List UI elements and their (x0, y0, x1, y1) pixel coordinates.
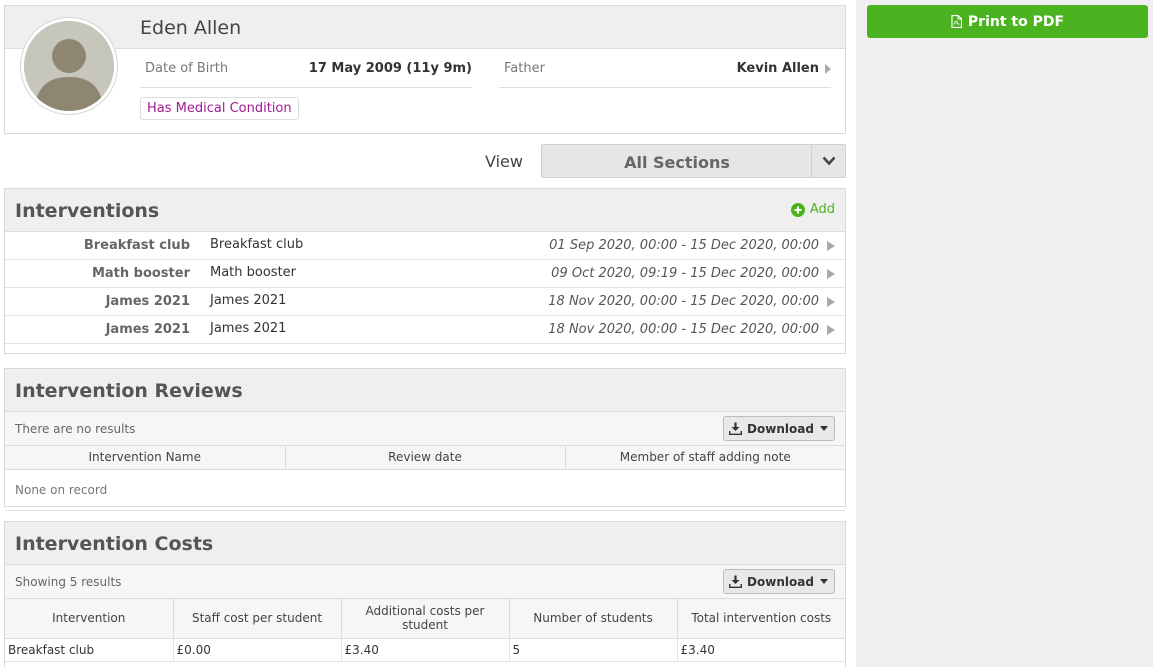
dob-label: Date of Birth (145, 61, 229, 76)
intervention-description: James 2021 (210, 293, 287, 308)
father-link[interactable]: Kevin Allen (737, 61, 831, 76)
empty-state: None on record (5, 469, 845, 511)
column-header[interactable]: Member of staff adding note (565, 446, 845, 470)
chevron-right-icon[interactable] (827, 269, 835, 279)
reviews-download-button[interactable]: Download (723, 416, 835, 441)
column-header[interactable]: Additional costs per student (341, 599, 510, 639)
table-cell: £0.00 (173, 638, 342, 662)
avatar[interactable] (20, 17, 118, 115)
student-name: Eden Allen (140, 17, 242, 39)
intervention-name: James 2021 (105, 322, 190, 337)
view-selected-value: All Sections (624, 153, 730, 172)
list-item[interactable]: James 2021 James 2021 18 Nov 2020, 00:00… (5, 288, 845, 316)
column-header[interactable]: Total intervention costs (677, 599, 845, 639)
chevron-right-icon[interactable] (827, 241, 835, 251)
dob-value: 17 May 2009 (11y 9m) (308, 61, 472, 76)
column-header[interactable]: Staff cost per student (173, 599, 342, 639)
chevron-down-icon[interactable] (811, 145, 845, 177)
intervention-reviews-panel: Intervention Reviews There are no result… (4, 368, 846, 511)
view-selector-row: View All Sections (4, 144, 846, 178)
dob-row: Date of Birth 17 May 2009 (11y 9m) (140, 50, 472, 88)
interventions-title: Interventions (15, 200, 160, 222)
view-section-select[interactable]: All Sections (541, 144, 846, 178)
reviews-table: Intervention Name Review date Member of … (5, 446, 845, 511)
costs-header: Intervention Costs (5, 522, 845, 565)
costs-table: Intervention Staff cost per student Addi… (5, 599, 845, 662)
intervention-name: James 2021 (105, 294, 190, 309)
chevron-right-icon (825, 63, 831, 74)
costs-download-label: Download (747, 574, 814, 589)
intervention-period: 18 Nov 2020, 00:00 - 15 Dec 2020, 00:00 (548, 322, 819, 337)
father-row[interactable]: Father Kevin Allen (499, 50, 831, 88)
caret-down-icon (819, 579, 828, 584)
intervention-name: Breakfast club (83, 238, 190, 253)
reviews-download-label: Download (747, 421, 814, 436)
column-header[interactable]: Review date (285, 446, 566, 470)
student-header-card: Eden Allen Date of Birth 17 May 2009 (11… (4, 5, 846, 134)
print-to-pdf-button[interactable]: Print to PDF (867, 5, 1148, 38)
reviews-header: Intervention Reviews (5, 369, 845, 412)
column-header[interactable]: Number of students (509, 599, 678, 639)
intervention-description: Math booster (210, 265, 297, 280)
intervention-name: Math booster (91, 266, 190, 281)
column-header[interactable]: Intervention (5, 599, 174, 639)
main-content: Eden Allen Date of Birth 17 May 2009 (11… (4, 5, 846, 667)
table-row: Breakfast club £0.00 £3.40 5 £3.40 (5, 638, 845, 662)
column-header[interactable]: Intervention Name (5, 446, 286, 470)
medical-condition-badge[interactable]: Has Medical Condition (140, 97, 299, 120)
table-cell: 5 (509, 638, 678, 662)
list-item[interactable]: James 2021 James 2021 18 Nov 2020, 00:00… (5, 316, 845, 344)
list-item[interactable]: Breakfast club Breakfast club 01 Sep 202… (5, 232, 845, 260)
download-icon (729, 575, 743, 588)
intervention-period: 18 Nov 2020, 00:00 - 15 Dec 2020, 00:00 (548, 294, 819, 309)
add-intervention-button[interactable]: Add (790, 202, 835, 217)
list-item[interactable]: Math booster Math booster 09 Oct 2020, 0… (5, 260, 845, 288)
intervention-description: Breakfast club (210, 237, 304, 252)
costs-title: Intervention Costs (15, 533, 214, 555)
costs-toolbar: Showing 5 results Download (5, 565, 845, 599)
print-to-pdf-label: Print to PDF (967, 13, 1065, 30)
interventions-panel: Interventions Add Breakfast club Breakfa… (4, 188, 846, 354)
chevron-right-icon[interactable] (827, 297, 835, 307)
chevron-right-icon[interactable] (827, 325, 835, 335)
intervention-description: James 2021 (210, 321, 287, 336)
student-name-bar (5, 6, 845, 49)
costs-status: Showing 5 results (15, 575, 122, 589)
caret-down-icon (819, 426, 828, 431)
interventions-list: Breakfast club Breakfast club 01 Sep 202… (5, 232, 845, 344)
avatar-placeholder-icon (24, 21, 114, 111)
table-cell: £3.40 (677, 638, 845, 662)
father-value[interactable]: Kevin Allen (736, 61, 819, 76)
costs-download-button[interactable]: Download (723, 569, 835, 594)
right-sidebar: Print to PDF (856, 0, 1153, 667)
intervention-period: 09 Oct 2020, 09:19 - 15 Dec 2020, 00:00 (551, 266, 819, 281)
intervention-costs-panel: Intervention Costs Showing 5 results Dow… (4, 521, 846, 667)
reviews-status: There are no results (15, 422, 136, 436)
view-label: View (485, 152, 523, 171)
pdf-file-icon (951, 15, 962, 28)
download-icon (729, 422, 743, 435)
add-label: Add (809, 202, 835, 217)
reviews-title: Intervention Reviews (15, 380, 243, 402)
table-cell: Breakfast club (5, 638, 174, 662)
reviews-toolbar: There are no results Download (5, 412, 845, 446)
father-label: Father (504, 61, 545, 76)
plus-circle-icon (790, 202, 805, 217)
table-cell: £3.40 (341, 638, 510, 662)
intervention-period: 01 Sep 2020, 00:00 - 15 Dec 2020, 00:00 (549, 238, 819, 253)
interventions-header: Interventions Add (5, 189, 845, 232)
